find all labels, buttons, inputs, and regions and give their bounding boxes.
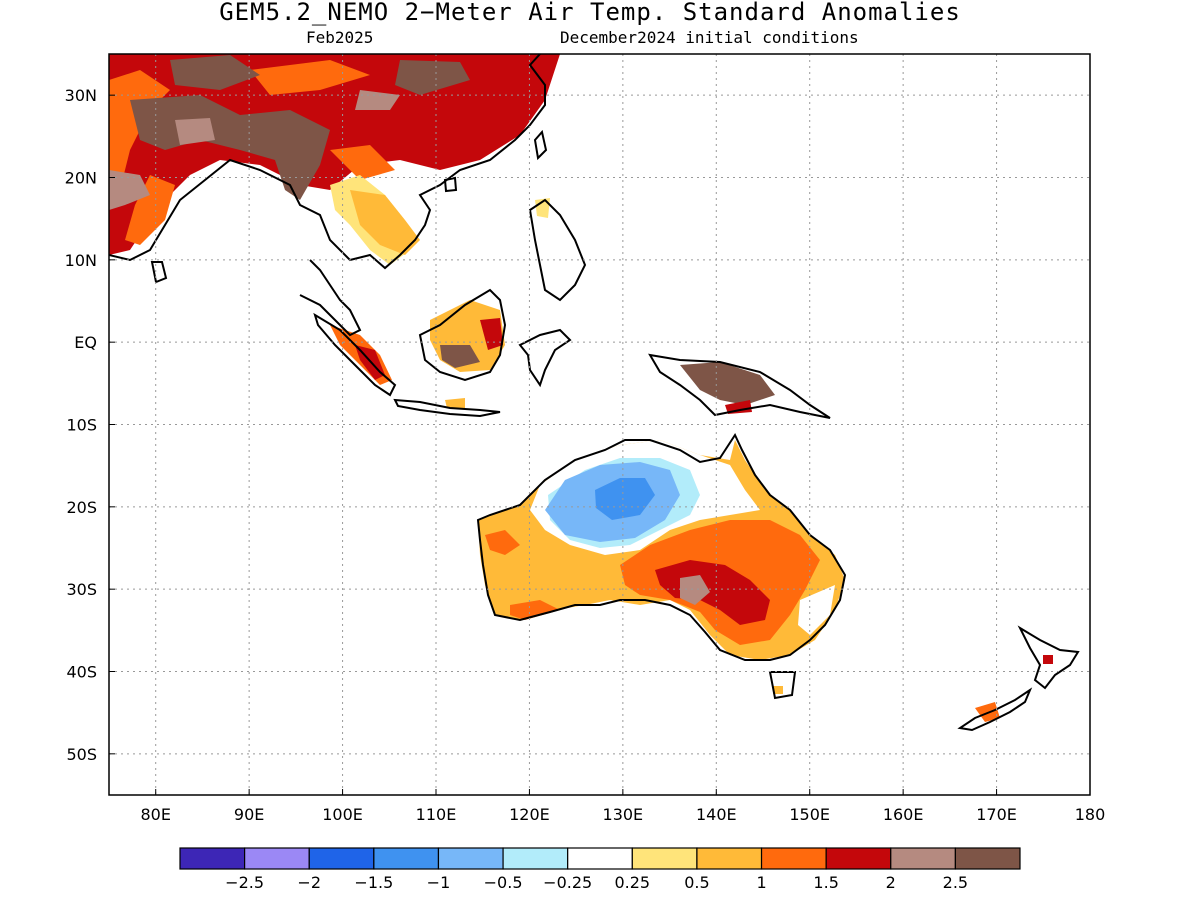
tasmania-orange: [773, 686, 783, 694]
lat-tick-label: EQ: [74, 333, 97, 352]
legend-swatch: [437, 847, 504, 870]
legend-swatch: [825, 847, 892, 870]
australia-tan: [680, 575, 710, 605]
malay-peninsula: [299, 259, 362, 337]
asia-coastline: [109, 54, 546, 270]
lat-tick-label: 30N: [65, 86, 97, 105]
legend-label: −2.5: [225, 873, 264, 892]
lon-tick-label: 80E: [140, 805, 170, 824]
sumatra-coast: [313, 312, 397, 397]
legend-label: −0.25: [543, 873, 592, 892]
lat-tick-label: 20S: [66, 498, 97, 517]
new-guinea-brown: [680, 362, 775, 405]
lon-tick-label: 130E: [603, 805, 644, 824]
nz-north-red: [1043, 655, 1053, 664]
legend-swatch: [373, 847, 440, 870]
hainan-coast: [443, 176, 458, 193]
nz-north-coast: [1017, 625, 1080, 690]
forecast-month: Feb2025: [306, 28, 374, 47]
legend-label: −0.5: [484, 873, 523, 892]
legend-swatch: [954, 847, 1021, 870]
borneo-coast: [418, 288, 507, 382]
legend-label: −1.5: [354, 873, 393, 892]
legend-label: 2: [886, 873, 896, 892]
tasmania-coast: [768, 671, 797, 700]
lat-tick-label: 10S: [66, 416, 97, 435]
lon-tick-label: 180: [1075, 805, 1106, 824]
lon-tick-label: 90E: [234, 805, 264, 824]
legend-label: −2: [297, 873, 321, 892]
legend-swatch: [890, 847, 956, 870]
legend-label: 0.5: [684, 873, 709, 892]
legend-label: −1: [427, 873, 451, 892]
latitude-tick-labels: 30N 20N 10N EQ 10S 20S 30S 40S 50S: [65, 86, 115, 764]
legend-swatch: [502, 847, 569, 870]
anomaly-fields: [109, 54, 1053, 722]
lat-tick-label: 20N: [65, 169, 97, 188]
color-legend: [179, 847, 1021, 870]
java-coast: [393, 398, 501, 418]
lon-tick-label: 140E: [696, 805, 737, 824]
taiwan-coast: [533, 129, 548, 161]
asia-brown-field: [130, 55, 470, 200]
indochina-orange: [350, 190, 420, 255]
lat-tick-label: 10N: [65, 251, 97, 270]
legend-label: 1: [756, 873, 766, 892]
legend-label: 0.25: [614, 873, 650, 892]
australia-blue: [595, 478, 655, 520]
legend-swatch: [567, 847, 633, 870]
legend-swatch: [696, 847, 763, 870]
new-guinea-red: [725, 400, 752, 414]
lon-tick-label: 160E: [883, 805, 924, 824]
legend-swatch: [760, 847, 827, 870]
australia-coast: [476, 432, 847, 661]
plot-frame: [108, 53, 1091, 796]
legend-swatch: [179, 847, 246, 870]
lon-tick-label: 100E: [322, 805, 363, 824]
nz-south-coast: [957, 687, 1033, 732]
graticule: [109, 54, 1090, 795]
lon-tick-label: 170E: [976, 805, 1017, 824]
lat-tick-label: 50S: [66, 745, 97, 764]
australia-red: [655, 560, 770, 625]
legend-swatch: [631, 847, 698, 870]
legend-swatch: [244, 847, 310, 870]
borneo-brown: [440, 345, 480, 368]
east-coast-white: [798, 585, 835, 635]
borneo-red: [480, 318, 503, 350]
lon-tick-label: 150E: [789, 805, 830, 824]
philippines-coast: [528, 198, 587, 302]
longitude-tick-labels: 80E 90E 100E 110E 120E 130E 140E 150E 160E 170E 18…: [140, 789, 1105, 824]
asia-tan-field: [109, 90, 400, 210]
initial-conditions-label: December2024 initial conditions: [560, 28, 859, 47]
lon-tick-label: 120E: [509, 805, 550, 824]
sri-lanka-coast: [150, 261, 168, 284]
coastlines: [109, 54, 1080, 732]
sulawesi-coast: [518, 328, 572, 388]
lon-tick-label: 110E: [416, 805, 457, 824]
asia-orange-band: [109, 60, 395, 245]
lat-tick-label: 40S: [66, 663, 97, 682]
map-title: GEM5.2_NEMO 2−Meter Air Temp. Standard A…: [219, 0, 961, 26]
legend-label: 2.5: [943, 873, 968, 892]
legend-label: 1.5: [813, 873, 838, 892]
color-legend-labels: −2.5 −2 −1.5 −1 −0.5 −0.25 0.25 0.5 1 1.5 2 2.5: [225, 873, 968, 892]
new-guinea-coast: [648, 353, 831, 419]
java-orange: [445, 398, 465, 408]
lat-tick-label: 30S: [66, 580, 97, 599]
legend-swatch: [308, 847, 375, 870]
